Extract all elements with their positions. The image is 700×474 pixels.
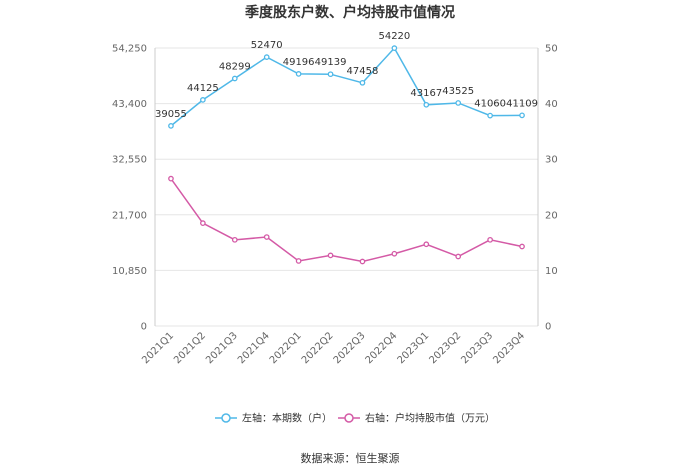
data-point	[359, 79, 366, 86]
right-tick-label: 20	[545, 210, 558, 221]
chart-title: 季度股东户数、户均持股市值情况	[244, 4, 455, 21]
data-point	[487, 236, 493, 243]
data-point	[359, 258, 366, 265]
left-tick-label: 54,250	[112, 44, 147, 55]
data-label: 52470	[251, 40, 283, 51]
data-point	[455, 253, 462, 260]
left-tick-label: 21,700	[112, 210, 147, 221]
data-point	[487, 112, 493, 119]
legend-label: 右轴：户均持股市值（万元）	[365, 412, 495, 425]
x-tick-label: 2021Q2	[172, 330, 208, 366]
data-label: 48299	[219, 61, 251, 72]
x-tick-label: 2022Q4	[364, 330, 400, 366]
series-line-1	[170, 46, 523, 127]
axes: 0 0 10,850 10 21,700 20 32,550 30 43,400 40 54,250…	[112, 44, 558, 367]
data-point	[263, 54, 270, 60]
left-tick-label: 43,400	[112, 99, 147, 110]
left-tick-label: 0	[141, 322, 147, 333]
legend-marker	[344, 413, 354, 423]
data-label: 47458	[347, 66, 379, 77]
x-tick-label: 2021Q4	[236, 330, 272, 366]
left-tick-label: 32,550	[112, 155, 147, 166]
data-label: 44125	[187, 83, 219, 94]
data-point	[231, 236, 238, 243]
x-tick-label: 2022Q3	[332, 330, 368, 366]
x-tick-label: 2023Q1	[396, 330, 432, 366]
right-tick-label: 50	[545, 44, 558, 55]
legend: 左轴：本期数（户） 右轴：户均持股市值（万元）	[215, 412, 495, 425]
data-label: 41060	[474, 99, 506, 110]
left-tick-label: 10,850	[112, 266, 147, 277]
data-label: 43525	[442, 86, 474, 97]
data-point	[423, 101, 430, 108]
data-label: 41109	[506, 98, 538, 109]
data-point	[231, 75, 238, 82]
x-tick-label: 2021Q3	[204, 330, 240, 366]
x-tick-label: 2023Q2	[427, 330, 463, 366]
right-tick-label: 0	[545, 322, 551, 333]
data-point	[391, 250, 398, 257]
x-tick-label: 2023Q4	[491, 330, 527, 366]
data-point	[200, 220, 206, 226]
data-point	[519, 112, 525, 119]
right-tick-label: 30	[545, 155, 558, 166]
data-label: 49139	[315, 57, 347, 68]
data-point	[455, 100, 462, 106]
source-text: 数据来源：恒生聚源	[301, 451, 400, 465]
data-point	[327, 71, 334, 78]
data-label: 54220	[378, 31, 410, 42]
series-line-2	[170, 178, 523, 263]
data-point	[295, 71, 302, 77]
data-point	[168, 175, 174, 182]
data-point	[168, 123, 174, 129]
data-point	[327, 252, 334, 259]
data-point	[295, 258, 302, 264]
legend-marker	[221, 413, 231, 423]
grid	[155, 47, 538, 327]
x-tick-label: 2023Q3	[459, 330, 495, 366]
data-label: 49196	[283, 57, 315, 68]
x-tick-label: 2022Q1	[268, 330, 304, 366]
right-tick-label: 10	[545, 266, 558, 277]
data-point	[423, 241, 430, 248]
data-point	[263, 234, 270, 240]
data-label: 43167	[410, 88, 442, 99]
x-tick-label: 2021Q1	[140, 330, 176, 366]
x-tick-label: 2022Q2	[300, 330, 336, 366]
data-label: 39055	[155, 109, 187, 120]
legend-label: 左轴：本期数（户）	[242, 412, 332, 425]
data-point	[200, 97, 206, 103]
data-point	[519, 243, 525, 250]
right-tick-label: 40	[545, 99, 558, 110]
data-point	[391, 45, 398, 52]
